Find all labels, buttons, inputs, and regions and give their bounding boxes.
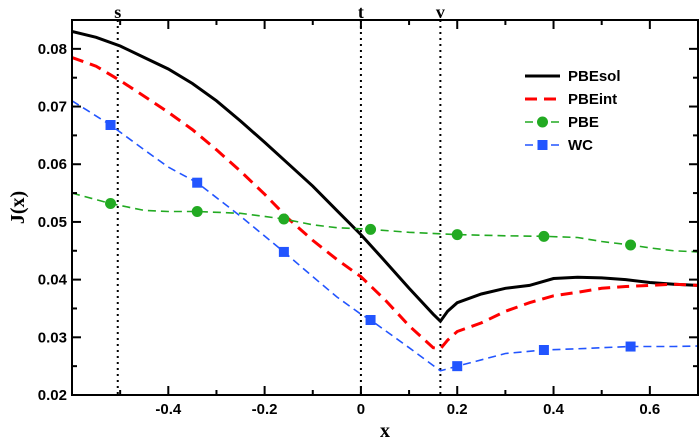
pbe-point (278, 213, 290, 225)
y-tick-label: 0.08 (38, 41, 67, 58)
pbe-point (625, 239, 637, 251)
wc-point (192, 177, 203, 188)
x-tick-label: -0.2 (252, 401, 278, 418)
pbe-point (105, 197, 117, 209)
legend-label-pbe: PBE (568, 114, 599, 131)
y-tick-label: 0.05 (38, 214, 67, 231)
wc-point (278, 246, 289, 257)
pbe-point (538, 230, 550, 242)
legend-marker-wc (537, 140, 548, 150)
pbe-point (365, 223, 377, 235)
legend-marker-pbe (537, 116, 548, 128)
vertical-line-label-v: v (436, 2, 445, 22)
vertical-line-label-s: s (114, 2, 121, 22)
y-tick-label: 0.04 (38, 272, 68, 289)
legend-label-pbeint: PBEint (568, 91, 617, 108)
y-tick-label: 0.06 (38, 156, 67, 173)
y-tick-label: 0.02 (38, 387, 67, 404)
series-line-wc (72, 100, 698, 372)
vertical-line-label-t: t (358, 2, 364, 22)
legend-label-wc: WC (568, 137, 593, 154)
x-tick-label: 0 (357, 401, 365, 418)
x-tick-label: -0.4 (155, 401, 182, 418)
y-axis-label: J(x) (7, 191, 29, 224)
wc-point (452, 361, 463, 372)
series-line-pbe (72, 192, 698, 253)
axes: s t v -0.4 -0.2 0 0.2 0.4 0.6 0.02 0.03 0.04 0.05 0.0… (38, 2, 699, 418)
wc-point (625, 341, 636, 352)
plot-area (72, 20, 698, 395)
pbe-point (451, 229, 463, 241)
legend: PBEsol PBEint PBE WC (525, 68, 621, 154)
pbe-point (191, 206, 203, 218)
series-line-pbeint (72, 56, 698, 351)
wc-point (365, 315, 376, 325)
plot-frame (71, 19, 699, 396)
wc-point (105, 120, 116, 130)
x-tick-label: 0.6 (639, 401, 660, 418)
x-tick-label: 0.4 (543, 401, 565, 418)
legend-label-pbesol: PBEsol (568, 68, 621, 85)
y-tick-label: 0.07 (38, 99, 67, 116)
y-tick-label: 0.03 (38, 329, 67, 346)
x-axis-label: x (380, 420, 390, 441)
series-line-pbesol (72, 30, 698, 324)
wc-point (538, 345, 549, 355)
x-tick-label: 0.2 (447, 401, 468, 418)
